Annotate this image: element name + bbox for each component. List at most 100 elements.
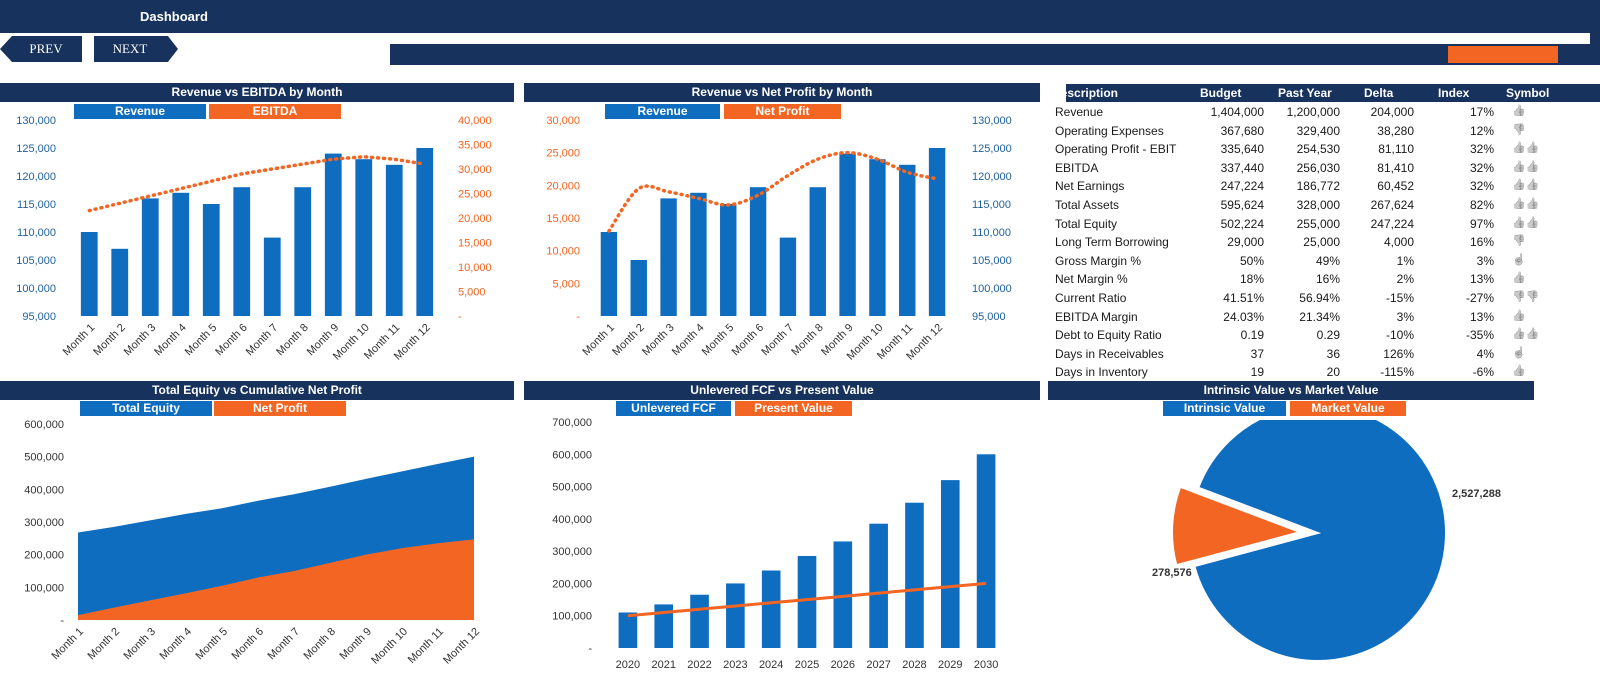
kpi-cell-index: 13% xyxy=(1469,272,1494,287)
kpi-cell-past-year: 21.34% xyxy=(1299,309,1340,324)
kpi-cell-past-year: 36 xyxy=(1326,346,1340,361)
bar-revenue xyxy=(324,153,342,316)
bar-revenue xyxy=(80,232,98,316)
x-tick: Month 4 xyxy=(158,626,195,663)
kpi-cell-delta: 267,624 xyxy=(1370,198,1414,212)
kpi-row: Gross Margin % 50% 49% 1% 3% ☝ xyxy=(1055,251,1600,270)
thumbs-down-icon: 👎 xyxy=(1512,235,1526,248)
bar-unlevered-fcf xyxy=(690,594,709,648)
y-tick-left: 130,000 xyxy=(16,115,56,127)
kpi-cell-delta: 247,224 xyxy=(1370,216,1414,231)
bar-unlevered-fcf xyxy=(905,502,924,648)
y-tick-right: 5,000 xyxy=(458,287,486,299)
y-tick: 500,000 xyxy=(552,482,592,494)
kpi-cell-budget: 247,224 xyxy=(1220,179,1264,194)
x-tick: Month 3 xyxy=(122,322,159,359)
kpi-row: Long Term Borrowing 29,000 25,000 4,000 16% 👎 xyxy=(1055,232,1600,251)
y-tick-right: 25,000 xyxy=(458,189,492,201)
kpi-cell-delta: -10% xyxy=(1385,328,1414,343)
x-tick: Month 8 xyxy=(789,322,826,359)
chart-title-intrinsic: Intrinsic Value vs Market Value xyxy=(1048,381,1534,400)
kpi-cell-budget: 29,000 xyxy=(1227,235,1264,250)
pie-slice-market-value xyxy=(1171,485,1304,567)
kpi-cell-index: 16% xyxy=(1469,235,1494,250)
kpi-cell-description: EBITDA xyxy=(1055,160,1099,175)
kpi-cell-past-year: 25,000 xyxy=(1303,235,1340,250)
bar-revenue xyxy=(809,187,826,316)
y-tick: 100,000 xyxy=(552,611,592,623)
x-tick: Month 4 xyxy=(152,322,189,359)
prev-button[interactable]: PREV xyxy=(0,36,82,62)
double-thumbs-up-icon: 👍👍 xyxy=(1512,179,1540,192)
x-tick: 2029 xyxy=(938,659,962,671)
kpi-cell-budget: 595,624 xyxy=(1220,198,1264,212)
kpi-header-cell: Past Year xyxy=(1278,86,1332,100)
legend-market-value: Market Value xyxy=(1290,401,1406,416)
bar-revenue xyxy=(172,192,190,316)
kpi-cell-delta: 3% xyxy=(1396,309,1414,324)
x-tick: 2020 xyxy=(616,659,640,671)
chart-title-rev-np: Revenue vs Net Profit by Month xyxy=(524,83,1040,102)
kpi-row: Net Margin % 18% 16% 2% 13% 👍 xyxy=(1055,269,1600,288)
bar-revenue xyxy=(839,153,856,316)
kpi-cell-index: 3% xyxy=(1476,253,1494,268)
kpi-cell-past-year: 186,772 xyxy=(1296,179,1340,194)
kpi-cell-description: Operating Profit - EBIT xyxy=(1055,142,1177,157)
kpi-row: Operating Expenses 367,680 329,400 38,280 12… xyxy=(1055,121,1600,140)
kpi-row: Total Assets 595,624 328,000 267,624 82% 👍👍 xyxy=(1055,195,1600,214)
y-tick-right: 130,000 xyxy=(972,115,1012,127)
y-tick-left: - xyxy=(576,311,580,323)
x-tick: Month 4 xyxy=(670,322,707,359)
x-tick: 2028 xyxy=(902,659,926,671)
y-tick-left: 5,000 xyxy=(552,278,580,290)
bar-revenue xyxy=(600,232,618,316)
next-button[interactable]: NEXT xyxy=(94,36,178,62)
bar-unlevered-fcf xyxy=(618,612,638,648)
y-tick-left: 100,000 xyxy=(16,283,56,295)
y-tick-right: 125,000 xyxy=(972,143,1012,155)
bar-revenue xyxy=(294,187,312,316)
y-tick-left: 25,000 xyxy=(546,148,580,160)
bar-revenue xyxy=(690,192,707,316)
chart-title-equity: Total Equity vs Cumulative Net Profit xyxy=(0,381,514,400)
y-tick-left: 10,000 xyxy=(546,246,580,258)
x-tick: Month 5 xyxy=(183,322,220,359)
kpi-table-header xyxy=(1066,84,1600,102)
chart-fcf: - 100,000 200,000 300,000 400,000 500,000 600,… xyxy=(552,417,998,671)
chart-title-rev-ebitda: Revenue vs EBITDA by Month xyxy=(0,83,514,102)
kpi-cell-budget: 18% xyxy=(1239,272,1264,287)
y-tick-left: 120,000 xyxy=(16,171,56,183)
x-tick: Month 2 xyxy=(91,322,128,359)
kpi-cell-past-year: 329,400 xyxy=(1296,123,1340,138)
nav-edge xyxy=(1590,33,1600,65)
legend-total-equity: Total Equity xyxy=(80,401,212,416)
kpi-header-cell: Budget xyxy=(1200,86,1242,100)
kpi-cell-index: 13% xyxy=(1469,309,1494,324)
x-tick: Month 8 xyxy=(274,322,311,359)
kpi-cell-budget: 50% xyxy=(1239,253,1264,268)
kpi-cell-description: Total Assets xyxy=(1055,198,1120,212)
bar-unlevered-fcf xyxy=(726,583,745,648)
y-tick-right: 100,000 xyxy=(972,283,1012,295)
kpi-cell-index: 32% xyxy=(1469,142,1494,157)
y-tick: 300,000 xyxy=(24,517,64,529)
nav-rule xyxy=(390,44,1600,65)
legend-unlevered-fcf: Unlevered FCF xyxy=(616,401,731,416)
kpi-cell-delta: 38,280 xyxy=(1377,123,1414,138)
y-tick: 600,000 xyxy=(552,449,592,461)
header-bar: Dashboard xyxy=(0,0,1600,33)
bar-revenue xyxy=(385,164,403,316)
double-thumbs-up-icon: 👍👍 xyxy=(1512,160,1540,173)
x-tick: 2021 xyxy=(651,659,675,671)
kpi-cell-delta: -115% xyxy=(1380,365,1414,380)
legend-intrinsic-value: Intrinsic Value xyxy=(1163,401,1286,416)
chart-intrinsic: 2,527,288 278,576 xyxy=(1152,420,1501,662)
y-tick: - xyxy=(588,643,592,655)
pie-label-market-value: 278,576 xyxy=(1152,567,1192,579)
kpi-cell-delta: -15% xyxy=(1385,291,1414,305)
legend-revenue-2: Revenue xyxy=(605,104,720,119)
kpi-cell-past-year: 20 xyxy=(1326,365,1340,380)
y-tick-left: 20,000 xyxy=(546,180,580,192)
y-tick: 100,000 xyxy=(24,582,64,594)
x-tick: 2030 xyxy=(974,659,998,671)
